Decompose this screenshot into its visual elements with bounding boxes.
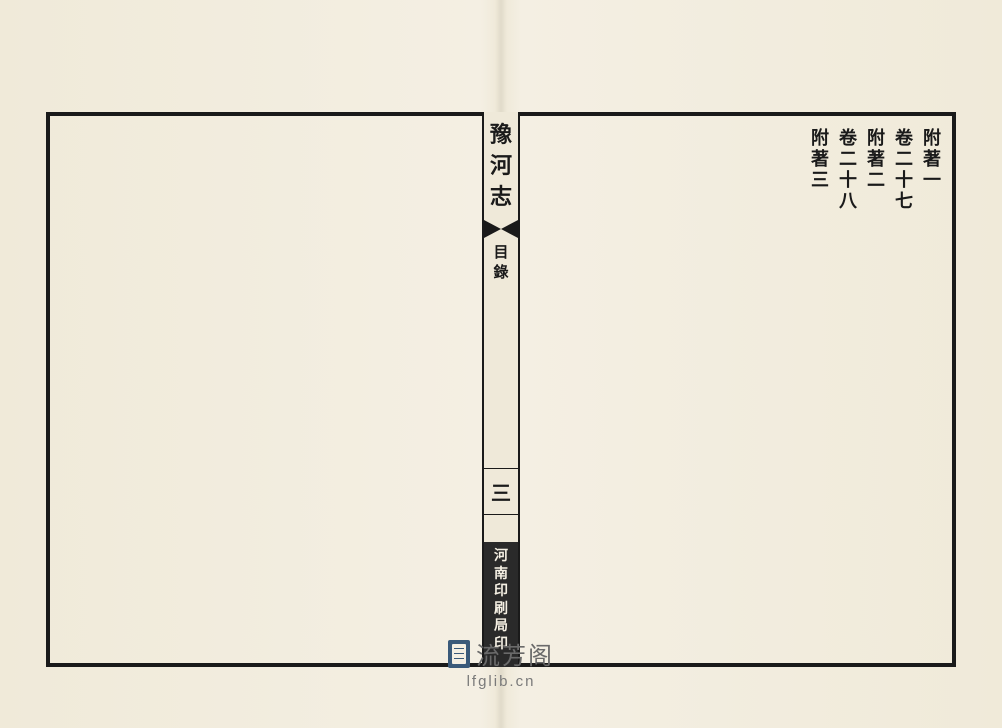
- spine-title: 豫 河 志: [484, 112, 518, 216]
- spine-printer-char: 河: [484, 548, 518, 566]
- spine-title-char: 河: [484, 151, 518, 182]
- spine-printer-char: 印: [484, 583, 518, 601]
- spine-spacer: [484, 515, 518, 542]
- spine-column: 豫 河 志 目 錄 三 河 南 印 刷 局 印: [482, 112, 520, 667]
- page-container: 豫 河 志 目 錄 三 河 南 印 刷 局 印 附著一 卷二十七: [0, 0, 1002, 728]
- watermark-text: 流芳阁: [476, 636, 554, 671]
- bowtie-icon: [484, 220, 518, 238]
- toc-columns: 附著一 卷二十七 附著二 卷二十八 附著三: [806, 128, 940, 212]
- spine-page-number-char: 三: [491, 483, 511, 505]
- toc-column: 附著一: [918, 128, 940, 212]
- toc-column: 卷二十七: [890, 128, 912, 212]
- spine-page-number: 三: [484, 468, 518, 515]
- spine-subtitle-char: 目: [484, 244, 518, 264]
- spine-subtitle-char: 錄: [484, 264, 518, 284]
- spine-subtitle: 目 錄: [484, 242, 518, 285]
- watermark-top: 流芳阁: [448, 636, 554, 671]
- spine-printer-char: 南: [484, 566, 518, 584]
- toc-column: 附著三: [806, 128, 828, 212]
- toc-column: 卷二十八: [834, 128, 856, 212]
- spine-printer-char: 刷: [484, 601, 518, 619]
- spine-title-char: 志: [484, 182, 518, 213]
- spine-printer-char: 局: [484, 618, 518, 636]
- spine-title-char: 豫: [484, 120, 518, 151]
- book-icon: [448, 640, 470, 668]
- watermark-url: lfglib.cn: [467, 673, 536, 690]
- watermark: 流芳阁 lfglib.cn: [448, 636, 554, 690]
- toc-column: 附著二: [862, 128, 884, 212]
- spine-spacer: [484, 285, 518, 467]
